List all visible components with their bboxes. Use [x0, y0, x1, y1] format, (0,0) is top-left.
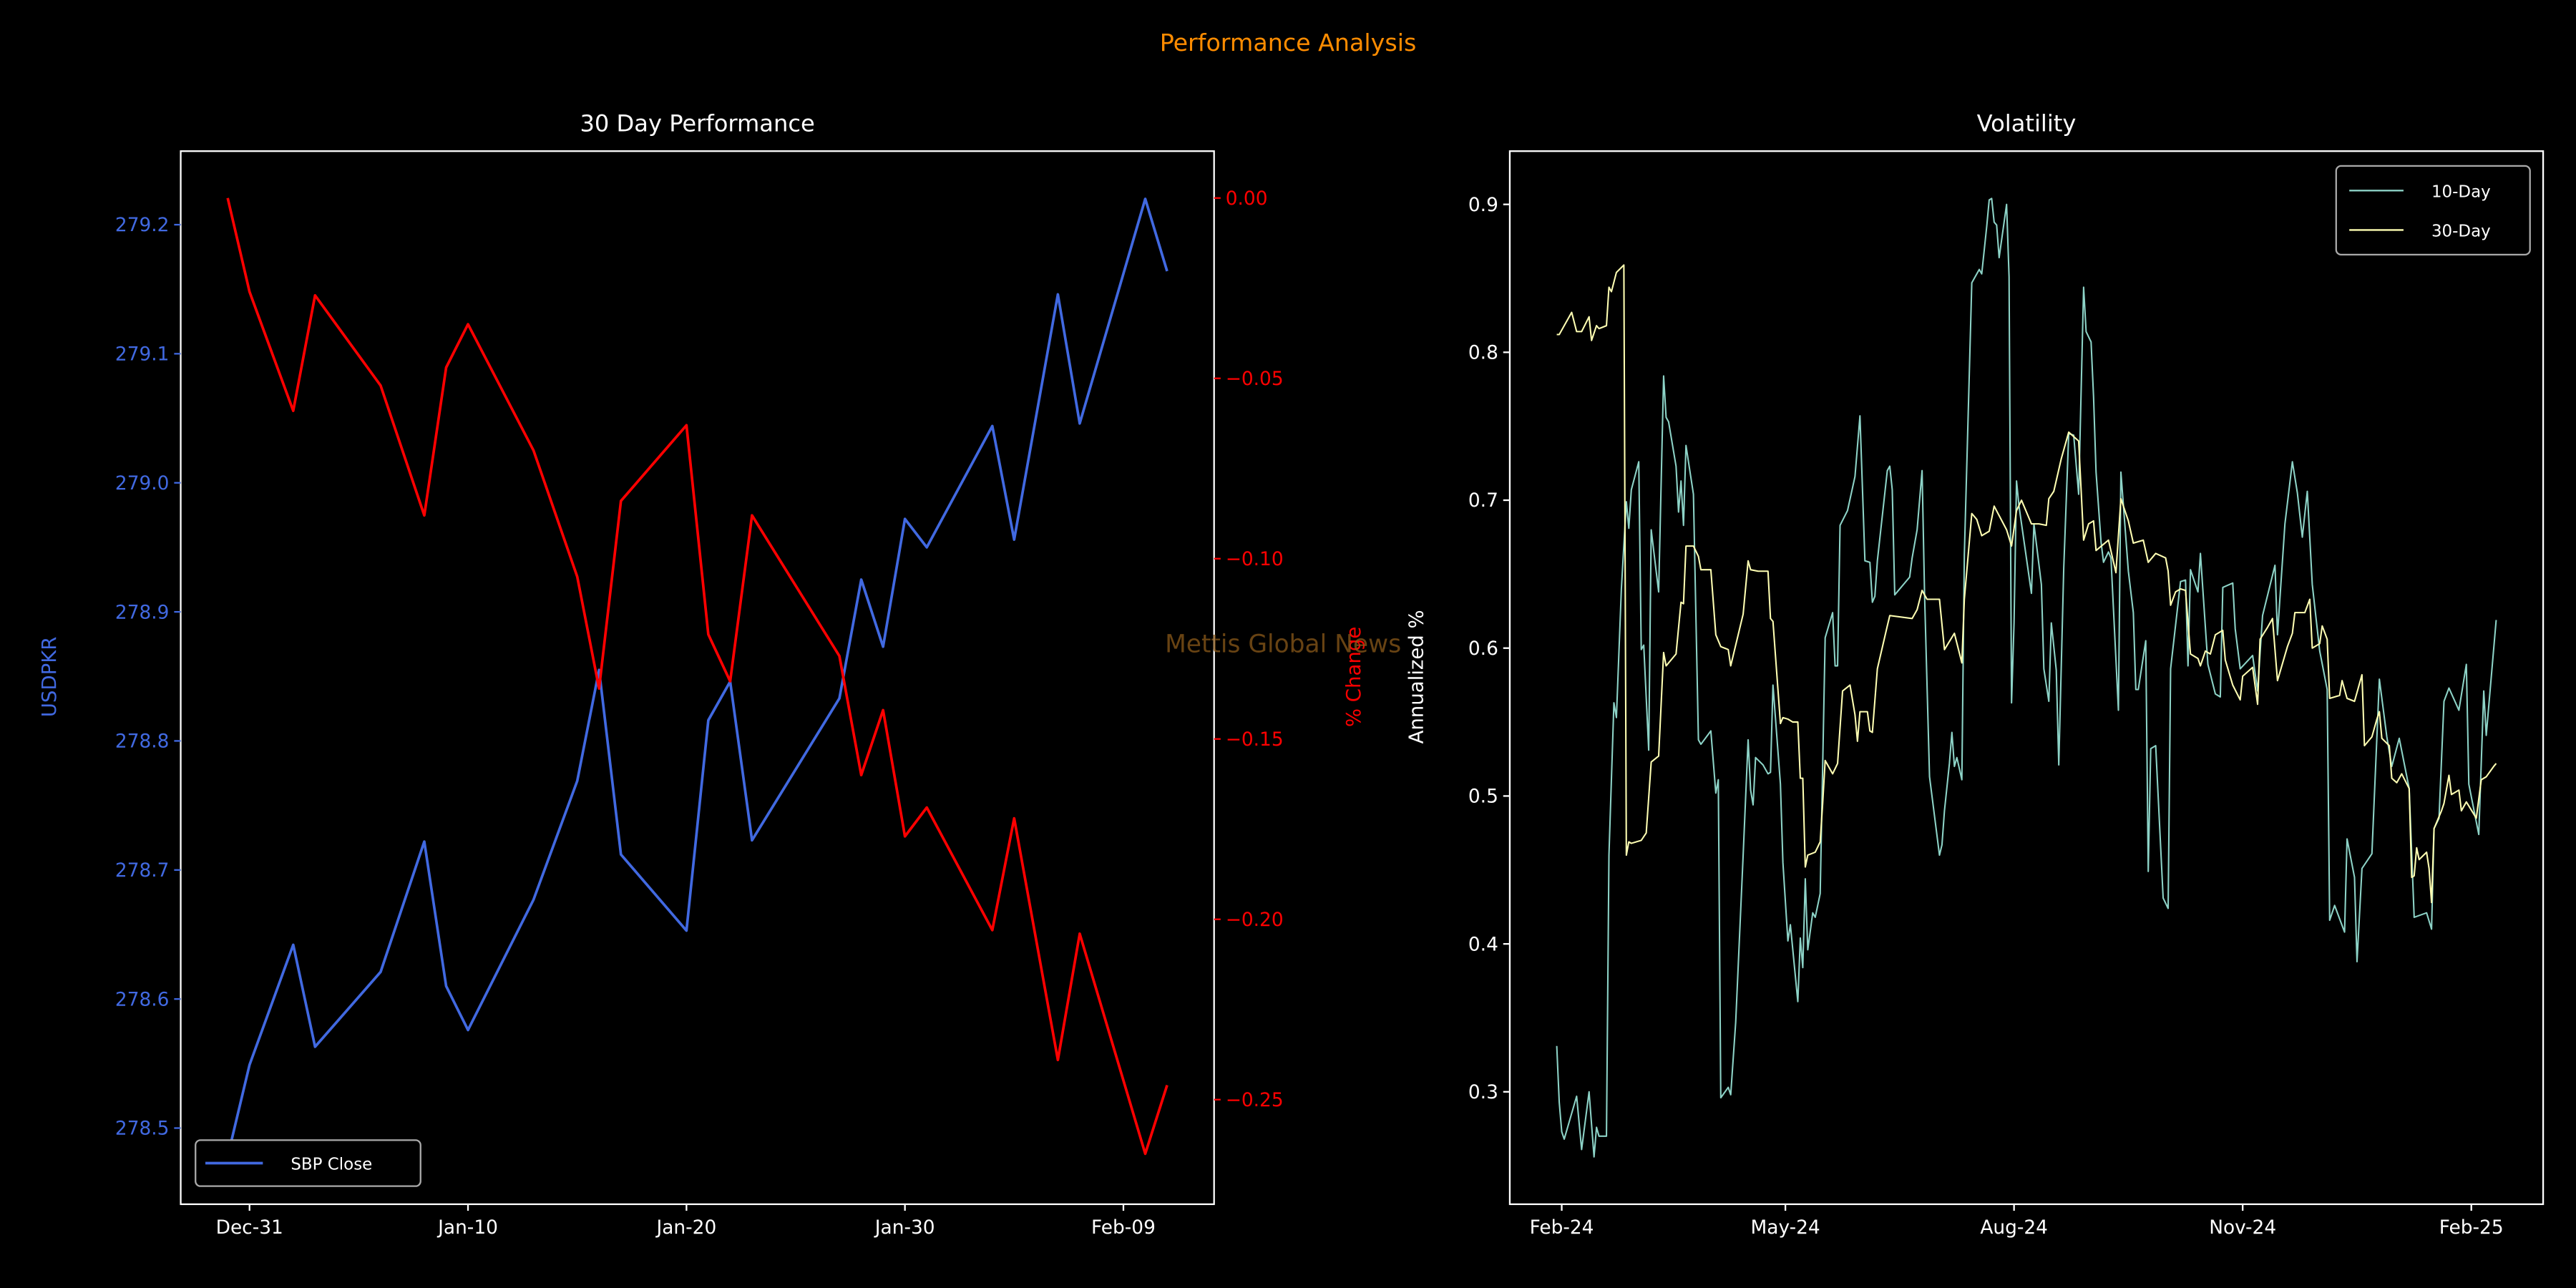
legend-label: SBP Close — [291, 1156, 372, 1174]
legend-box — [195, 1139, 421, 1187]
y-tick-label: 0.7 — [1468, 489, 1498, 512]
y-tick-label: 0.3 — [1468, 1081, 1498, 1103]
chart-title: Volatility — [1977, 110, 2077, 137]
y-tick-label: 0.6 — [1468, 638, 1498, 660]
y2-tick-label: 0.00 — [1226, 187, 1268, 210]
chart-30-day-performance: 30 Day Performance USDPKR % Change Dec-3… — [38, 110, 1365, 1239]
y2-axis-label: % Change — [1342, 627, 1365, 727]
legend-label: 10-Day — [2431, 183, 2491, 202]
suptitle: Performance Analysis — [1160, 29, 1417, 57]
y-tick-label: 278.5 — [115, 1118, 170, 1140]
x-tick-label: Feb-09 — [1091, 1216, 1156, 1239]
y-tick-label: 278.7 — [115, 859, 170, 882]
y2-tick-label: −0.10 — [1226, 548, 1284, 570]
y-tick-label: 278.8 — [115, 731, 170, 753]
y-tick-label: 279.0 — [115, 472, 170, 494]
y-tick-label: 0.9 — [1468, 194, 1498, 216]
axes-frame — [180, 150, 1215, 1206]
x-tick-label: Aug-24 — [1980, 1216, 2048, 1239]
y-tick-label: 278.9 — [115, 601, 170, 623]
legend: 10-Day 30-Day — [2335, 165, 2531, 256]
y-tick-label: 0.4 — [1468, 933, 1498, 955]
watermark: Mettis Global News — [1165, 630, 1401, 658]
legend-label: 30-Day — [2431, 223, 2491, 241]
y2-tick-label: −0.05 — [1226, 368, 1284, 390]
y-tick-label: 279.1 — [115, 343, 170, 366]
x-tick-label: Jan-10 — [436, 1216, 498, 1239]
x-tick-label: Feb-25 — [2439, 1216, 2504, 1239]
y2-tick-label: −0.25 — [1226, 1089, 1284, 1111]
x-tick-label: May-24 — [1751, 1216, 1820, 1239]
chart-title: 30 Day Performance — [580, 110, 814, 137]
y-tick-label: 0.8 — [1468, 342, 1498, 364]
y-axis-label: USDPKR — [38, 637, 61, 718]
y2-tick-label: −0.20 — [1226, 909, 1284, 931]
x-tick-label: Feb-24 — [1530, 1216, 1594, 1239]
y-tick-label: 0.5 — [1468, 786, 1498, 808]
chart-volatility: Volatility Annualized % Feb-24 May-24 Aug-… — [1405, 110, 2545, 1239]
x-tick-label: Dec-31 — [216, 1216, 283, 1239]
y-tick-label: 278.6 — [115, 988, 170, 1010]
y-axis-label: Annualized % — [1405, 610, 1428, 743]
legend-box — [2335, 165, 2531, 256]
axes-frame — [1508, 150, 2545, 1206]
y-tick-label: 279.2 — [115, 214, 170, 236]
legend: SBP Close — [195, 1139, 421, 1187]
x-tick-label: Nov-24 — [2209, 1216, 2276, 1239]
y2-tick-label: −0.15 — [1226, 728, 1284, 751]
x-tick-label: Jan-20 — [655, 1216, 716, 1239]
x-tick-label: Jan-30 — [874, 1216, 935, 1239]
